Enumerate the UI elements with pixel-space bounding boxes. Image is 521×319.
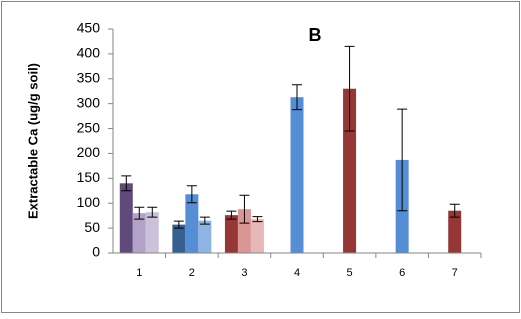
y-tick-label: 0 — [92, 244, 100, 260]
y-tick-label: 200 — [77, 144, 101, 160]
y-tick-label: 100 — [77, 194, 101, 210]
error-bar — [173, 220, 184, 229]
chart-border — [1, 1, 520, 313]
x-tick-label: 1 — [136, 267, 142, 279]
error-bar — [344, 45, 355, 132]
bar — [198, 220, 212, 253]
error-bar — [121, 175, 132, 192]
y-tick-label: 400 — [77, 45, 101, 61]
bar — [132, 213, 146, 253]
error-bar — [252, 216, 263, 223]
y-tick-label: 300 — [77, 94, 101, 110]
bar — [290, 97, 304, 253]
x-tick-label: 7 — [452, 267, 458, 279]
bar — [185, 194, 199, 253]
error-bar — [186, 185, 197, 204]
error-bar — [226, 210, 237, 220]
x-tick-label: 2 — [189, 267, 195, 279]
x-tick-label: 6 — [399, 267, 405, 279]
bar — [343, 88, 357, 253]
error-bar — [199, 216, 210, 225]
bar — [448, 210, 462, 253]
bar — [119, 183, 133, 253]
error-bar — [134, 206, 145, 220]
bar — [224, 215, 238, 253]
y-tick-label: 250 — [77, 119, 101, 135]
bar — [145, 212, 159, 253]
error-bar — [292, 84, 302, 111]
error-bar — [239, 194, 250, 224]
x-tick-label: 4 — [294, 267, 300, 279]
chart-title: B — [309, 25, 322, 45]
bar — [237, 209, 251, 253]
bar — [250, 219, 264, 253]
error-bar — [449, 203, 460, 218]
y-tick-label: 450 — [77, 20, 101, 36]
y-tick-label: 150 — [77, 169, 101, 185]
y-tick-label: 50 — [84, 219, 100, 235]
x-tick-label: 5 — [347, 267, 353, 279]
error-bar — [147, 206, 158, 218]
y-axis-label: Extractable Ca (ug/g soil) — [25, 63, 40, 219]
bar — [172, 224, 186, 253]
y-tick-label: 350 — [77, 69, 101, 85]
x-tick-label: 3 — [241, 267, 247, 279]
error-bar — [397, 108, 408, 212]
